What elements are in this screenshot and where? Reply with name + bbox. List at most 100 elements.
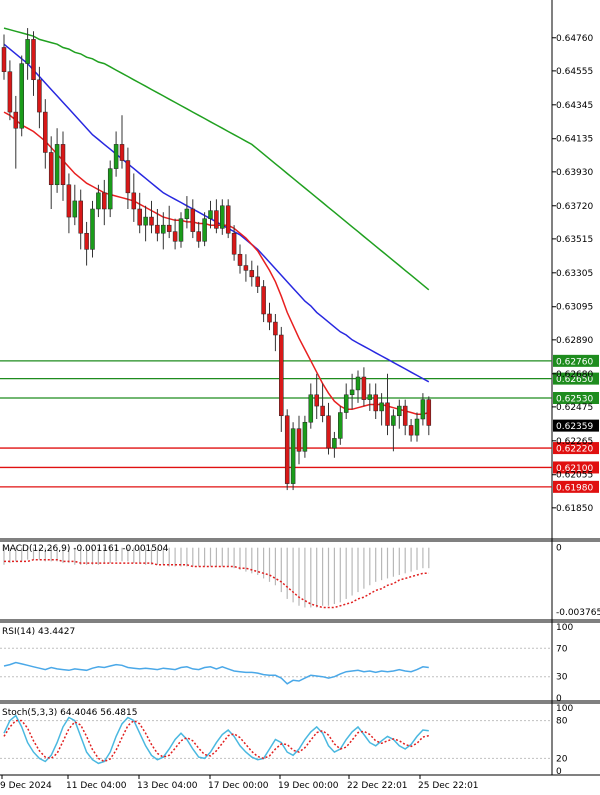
rsi-line: [3, 661, 429, 685]
price-tick-label: 0.62890: [556, 336, 593, 346]
rsi-tick-label: 100: [556, 623, 573, 633]
candle-body: [355, 376, 361, 391]
level-price-label: 0.62100: [556, 464, 593, 474]
macd-signal-line: [4, 558, 429, 609]
candle-body: [13, 111, 19, 129]
level-price-tag: [553, 480, 599, 493]
ma-slow-line: [3, 27, 430, 291]
candle-body: [208, 210, 213, 219]
candle-body: [426, 399, 432, 426]
candle-body: [249, 270, 255, 278]
candle-body: [326, 415, 331, 449]
stoch-label: Stoch(5,3,3) 64.4046 56.4815: [2, 708, 137, 718]
macd-tick-label: 0: [556, 544, 562, 554]
stoch-panel: [0, 714, 552, 765]
candle-body: [102, 192, 107, 210]
level-price-tag: [553, 392, 599, 404]
candle-body: [379, 402, 384, 412]
candle-body: [302, 421, 308, 452]
candle-body: [290, 428, 296, 484]
current-price-label: 0.62359: [556, 422, 593, 432]
candle-body: [202, 218, 207, 242]
macd-tick-label: -0.003765: [556, 608, 600, 618]
candle-body: [308, 394, 314, 423]
candle-body: [320, 405, 325, 417]
candle-body: [54, 144, 60, 186]
candle-body: [420, 399, 426, 420]
candle-body: [391, 415, 396, 426]
candle-body: [361, 376, 367, 400]
candle-body: [172, 231, 178, 242]
candle-body: [343, 394, 349, 413]
candle-body: [7, 71, 13, 113]
candle-body: [78, 200, 83, 234]
candle-body: [296, 428, 302, 452]
price-tick-label: 0.63095: [556, 303, 593, 313]
candle-body: [137, 208, 142, 226]
stoch-d-line: [3, 719, 429, 763]
candle-body: [143, 216, 148, 226]
candle-body: [48, 152, 54, 186]
rsi-label: RSI(14) 43.4427: [2, 627, 75, 637]
level-price-tag: [553, 372, 599, 385]
candle-body: [161, 224, 166, 234]
level-price-label: 0.62760: [556, 357, 593, 367]
price-tick-label: 0.63515: [556, 235, 593, 245]
time-tick-label: 25 Dec 22:01: [418, 781, 479, 791]
candle-body: [131, 192, 137, 210]
candle-body: [84, 232, 89, 250]
current-price-tag: [553, 419, 599, 432]
candle-body: [190, 208, 196, 232]
price-tick-label: 0.62680: [556, 370, 593, 380]
candle-body: [125, 160, 131, 194]
candle-body: [373, 394, 378, 412]
candle-body: [60, 144, 66, 186]
level-price-tag: [553, 461, 599, 474]
candle-body: [279, 334, 284, 417]
candle-body: [220, 205, 225, 229]
candle-body: [1, 47, 7, 72]
candle-body: [349, 389, 355, 396]
candle-body: [90, 208, 95, 250]
candle-body: [196, 231, 201, 242]
candle-body: [314, 394, 319, 407]
candle-body: [155, 224, 160, 234]
stoch-tick-label: 20: [556, 754, 568, 764]
rsi-tick-label: 70: [556, 644, 568, 654]
candle-body: [231, 232, 237, 255]
candle-body: [43, 111, 48, 153]
level-price-label: 0.62650: [556, 375, 593, 385]
price-tick-label: 0.64345: [556, 101, 593, 111]
candle-body: [408, 425, 414, 436]
candle-body: [273, 321, 278, 336]
candle-body: [37, 79, 42, 113]
stoch-k-line: [3, 714, 429, 765]
candle-body: [166, 224, 172, 232]
candle-body: [397, 405, 402, 417]
candle-body: [113, 144, 119, 169]
price-tick-label: 0.64135: [556, 135, 593, 145]
time-tick-label: 13 Dec 04:00: [137, 781, 198, 791]
candle-body: [385, 402, 390, 426]
rsi-panel: [0, 647, 552, 685]
candle-body: [72, 200, 78, 218]
candle-body: [31, 39, 36, 81]
candle-body: [243, 265, 249, 271]
price-tick-label: 0.63720: [556, 202, 593, 212]
candle-body: [66, 184, 72, 218]
price-tick-label: 0.61850: [556, 504, 593, 514]
price-tick-label: 0.62265: [556, 437, 593, 447]
level-price-label: 0.62220: [556, 445, 593, 455]
candle-body: [107, 168, 113, 210]
price-tick-label: 0.64760: [556, 34, 593, 44]
price-tick-label: 0.64555: [556, 67, 593, 77]
price-tick-label: 0.62475: [556, 403, 593, 413]
ma-fast-line: [3, 111, 430, 415]
candle-body: [261, 286, 266, 315]
candle-body: [225, 205, 231, 234]
time-tick-label: 9 Dec 2024: [0, 781, 52, 791]
stoch-tick-label: 0: [556, 767, 562, 777]
candle-body: [25, 39, 30, 64]
